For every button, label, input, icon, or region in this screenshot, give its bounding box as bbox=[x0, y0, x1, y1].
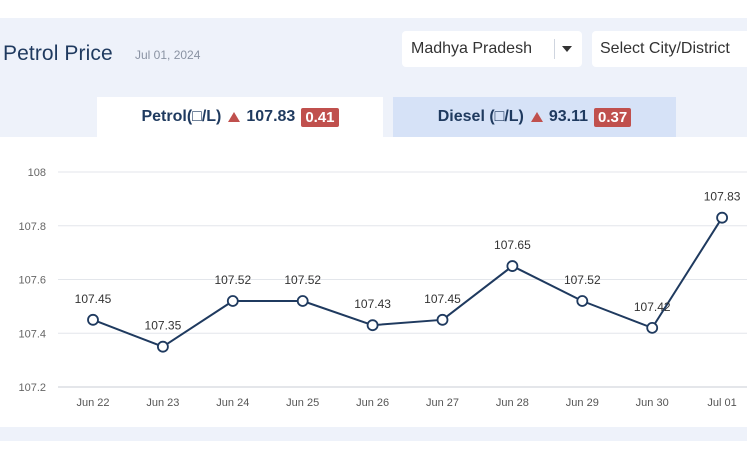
series-line bbox=[92, 217, 723, 348]
data-label: 107.65 bbox=[494, 238, 531, 252]
data-point bbox=[87, 313, 99, 326]
city-select-value: Select City/District bbox=[600, 40, 730, 57]
data-point bbox=[156, 340, 169, 353]
tab-petrol-change-badge: 0.41 bbox=[301, 107, 339, 127]
data-point bbox=[296, 295, 309, 307]
tab-petrol[interactable]: Petrol(□/L) 107.83 0.41 bbox=[97, 97, 383, 137]
data-label: 107.52 bbox=[564, 273, 601, 287]
data-point bbox=[716, 211, 728, 224]
x-tick-label: Jun 24 bbox=[216, 397, 249, 409]
tab-diesel-change-badge: 0.37 bbox=[594, 107, 632, 127]
data-label: 107.42 bbox=[634, 300, 671, 314]
data-label: 107.83 bbox=[704, 190, 741, 204]
data-label: 107.45 bbox=[424, 292, 461, 306]
y-tick-label: 107.2 bbox=[18, 382, 46, 394]
x-tick-label: Jun 28 bbox=[496, 397, 529, 409]
price-up-icon bbox=[530, 112, 543, 122]
x-tick-label: Jun 27 bbox=[426, 397, 459, 409]
price-date: Jul 01, 2024 bbox=[135, 48, 201, 62]
tab-diesel-label: Diesel (□/L) bbox=[437, 108, 524, 125]
y-tick-label: 107.4 bbox=[18, 328, 46, 340]
data-label: 107.43 bbox=[354, 297, 391, 311]
tab-petrol-label: Petrol(□/L) bbox=[141, 108, 222, 125]
tab-diesel-price: 93.11 bbox=[548, 108, 589, 125]
data-point bbox=[366, 319, 379, 332]
y-tick-label: 108 bbox=[28, 167, 46, 179]
city-select[interactable]: Select City/District bbox=[592, 31, 747, 67]
state-select[interactable]: Madhya Pradesh bbox=[402, 31, 582, 67]
y-tick-label: 107.6 bbox=[18, 275, 46, 287]
x-tick-label: Jun 22 bbox=[76, 397, 109, 409]
page-title: Petrol Price bbox=[3, 42, 113, 65]
data-point bbox=[436, 313, 449, 326]
select-divider bbox=[554, 39, 555, 59]
data-label: 107.52 bbox=[214, 273, 251, 287]
data-label: 107.45 bbox=[75, 292, 112, 306]
x-tick-label: Jun 30 bbox=[636, 397, 669, 409]
state-select-value: Madhya Pradesh bbox=[411, 40, 532, 57]
x-tick-label: Jul 01 bbox=[707, 397, 736, 409]
data-point bbox=[226, 295, 239, 307]
y-tick-label: 107.8 bbox=[18, 221, 46, 233]
x-tick-label: Jun 23 bbox=[146, 397, 179, 409]
data-point bbox=[506, 260, 519, 272]
x-tick-label: Jun 29 bbox=[566, 397, 599, 409]
data-point bbox=[576, 295, 589, 307]
tab-diesel[interactable]: Diesel (□/L) 93.11 0.37 bbox=[393, 97, 676, 137]
chevron-down-icon[interactable] bbox=[562, 46, 572, 52]
chart-area bbox=[0, 137, 747, 427]
x-tick-label: Jun 26 bbox=[356, 397, 389, 409]
price-up-icon bbox=[228, 112, 241, 122]
tab-petrol-price: 107.83 bbox=[246, 108, 296, 125]
data-point bbox=[646, 321, 659, 334]
price-line-chart: 107.2 107.4 107.6 107.8 108 Jun 22 Jun 23 Jun 2… bbox=[18, 167, 747, 409]
data-label: 107.52 bbox=[284, 273, 321, 287]
data-label: 107.35 bbox=[145, 319, 182, 333]
x-tick-label: Jun 25 bbox=[286, 397, 319, 409]
